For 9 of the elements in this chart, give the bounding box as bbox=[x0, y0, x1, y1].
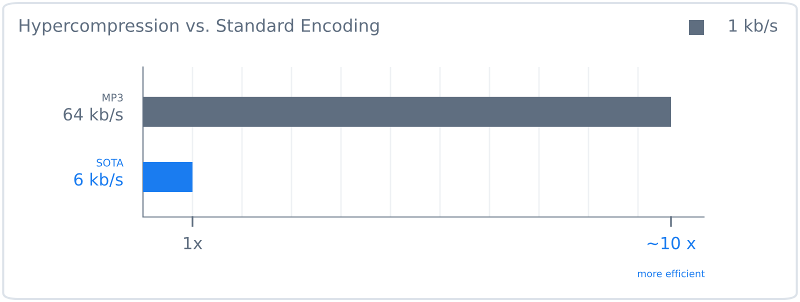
y-tick-label: SOTA bbox=[96, 158, 124, 167]
text: ~10 x bbox=[648, 236, 696, 250]
y-tick-label: MP3 bbox=[102, 94, 123, 102]
text: more efficient bbox=[638, 270, 705, 278]
text: 1 kb/s bbox=[729, 18, 778, 34]
text: 1x bbox=[184, 236, 202, 250]
data-label: 6 kb/s bbox=[74, 172, 123, 188]
data-label: 64 kb/s bbox=[64, 108, 123, 122]
chart-title: Hypercompression vs. Standard Encoding bbox=[20, 18, 379, 36]
